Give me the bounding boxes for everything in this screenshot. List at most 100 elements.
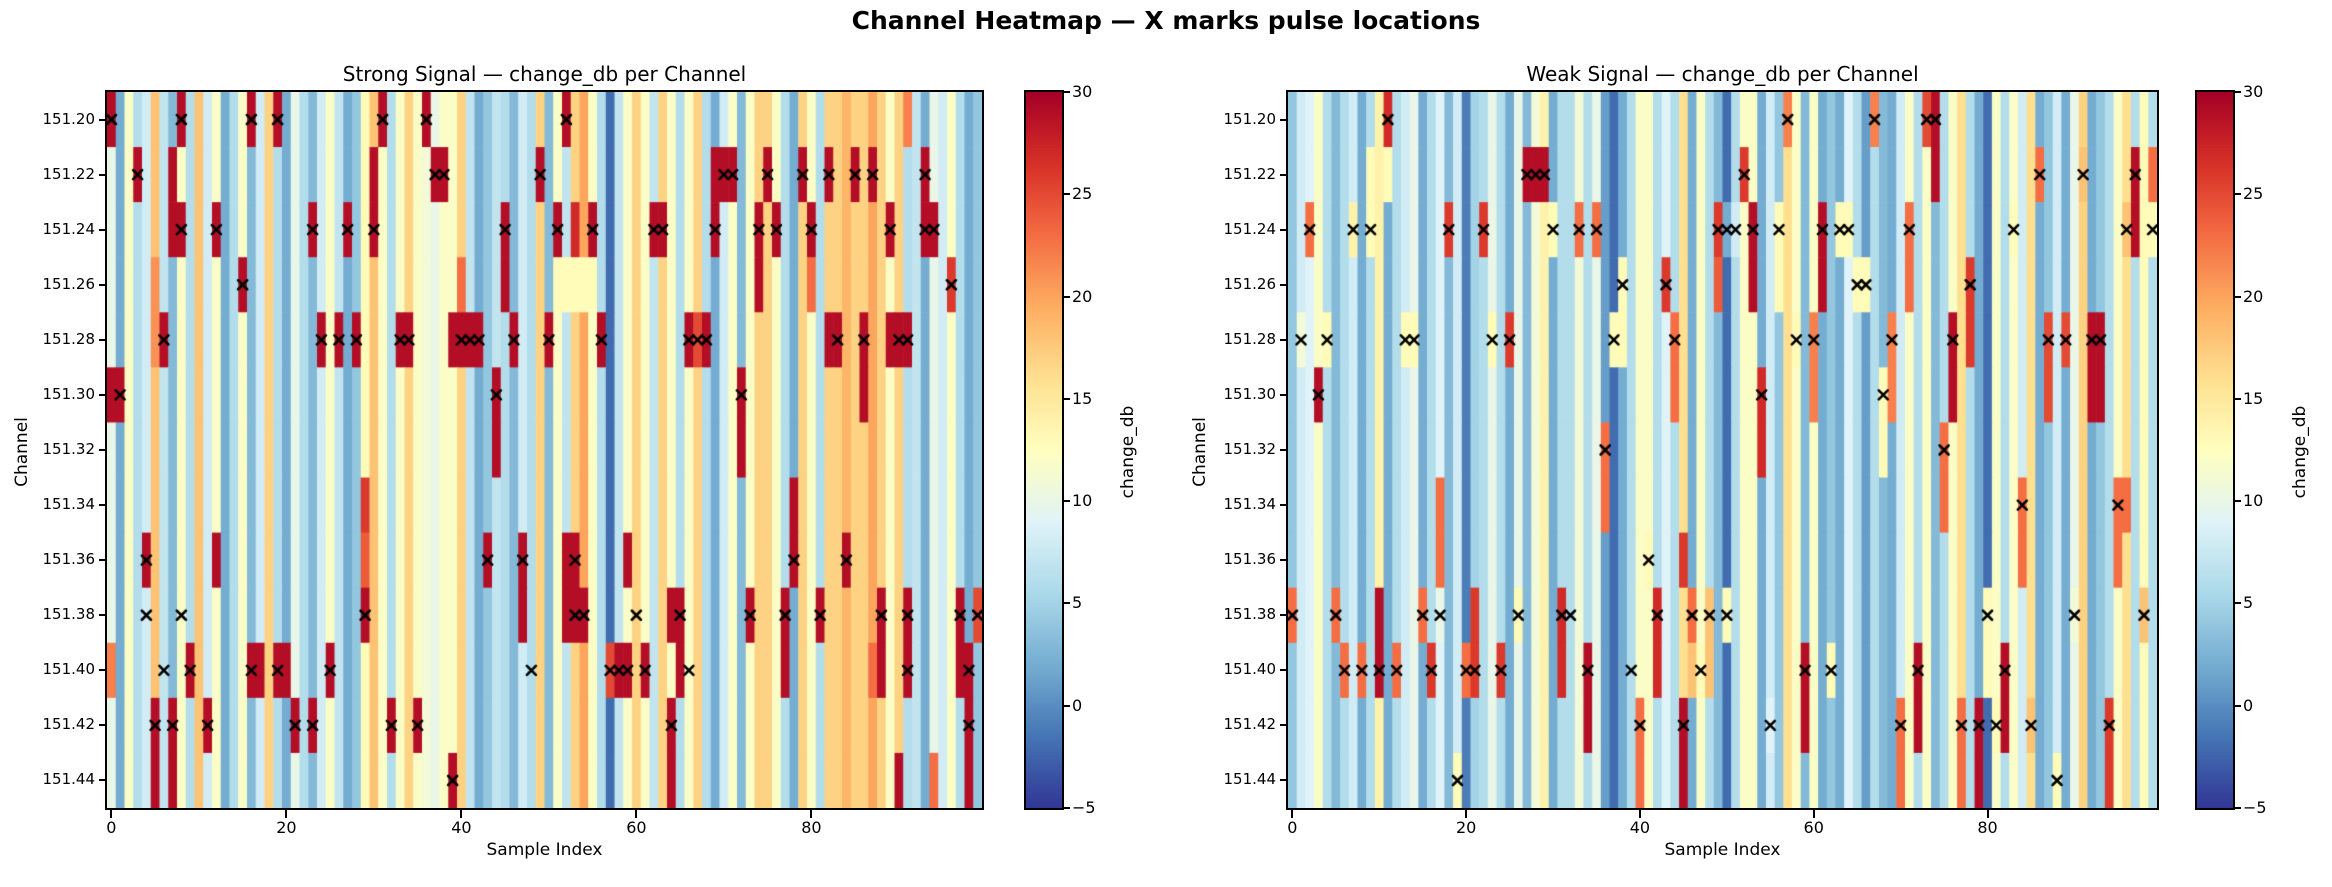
figure-title: Channel Heatmap — X marks pulse location…	[851, 6, 1481, 35]
y-tick-label: 151.40	[42, 660, 96, 679]
colorbar-tick-mark	[1062, 500, 1070, 503]
y-tick-label: 151.36	[1223, 550, 1277, 569]
x-tick-mark	[635, 810, 638, 818]
y-tick-mark	[1280, 283, 1288, 286]
colorbar-tick-label: 10	[1072, 491, 1093, 511]
y-tick-label: 151.36	[42, 550, 96, 569]
y-tick-label: 151.30	[42, 384, 96, 403]
y-tick-label: 151.22	[1223, 164, 1277, 183]
y-tick-mark	[1280, 614, 1288, 617]
colorbar-tick-label: 0	[1072, 695, 1083, 715]
y-tick-mark	[1280, 173, 1288, 176]
colorbar-tick-label: 15	[1072, 388, 1093, 408]
x-tick-label: 80	[801, 818, 822, 837]
x-tick-label: 80	[1977, 818, 1998, 837]
weak-panel-title: Weak Signal — change_db per Channel	[1526, 62, 1919, 86]
y-tick-label: 151.24	[42, 219, 96, 238]
colorbar-tick-label: 25	[1072, 184, 1093, 204]
colorbar-tick-label: −5	[2243, 798, 2267, 817]
colorbar-tick-label: 20	[2243, 286, 2264, 306]
x-tick-label: 0	[106, 818, 117, 837]
y-tick-mark	[99, 779, 107, 782]
colorbar-tick-label: 20	[1072, 286, 1093, 306]
colorbar-tick-mark	[2233, 704, 2241, 707]
colorbar-tick-label: 25	[2243, 184, 2264, 204]
x-tick-mark	[1812, 810, 1815, 818]
y-tick-label: 151.32	[42, 440, 96, 458]
colorbar-tick-mark	[1062, 295, 1070, 298]
y-tick-mark	[1280, 338, 1288, 341]
x-tick-label: 20	[276, 818, 297, 837]
x-tick-mark	[1291, 810, 1294, 818]
colorbar-tick-mark	[2233, 193, 2241, 196]
y-tick-mark	[99, 614, 107, 617]
colorbar-tick-mark	[2233, 807, 2241, 809]
y-tick-label: 151.38	[1223, 605, 1277, 624]
colorbar-tick-label: 30	[1072, 82, 1093, 101]
y-tick-mark	[1280, 393, 1288, 396]
colorbar-tick-mark	[1062, 602, 1070, 605]
y-tick-label: 151.28	[1223, 329, 1277, 348]
y-tick-mark	[99, 173, 107, 176]
y-tick-mark	[99, 283, 107, 286]
x-tick-label: 60	[626, 818, 647, 837]
y-tick-label: 151.44	[42, 770, 96, 789]
x-tick-label: 20	[1455, 818, 1477, 837]
y-tick-mark	[1280, 228, 1288, 231]
y-tick-label: 151.24	[1223, 219, 1277, 238]
y-tick-mark	[1280, 779, 1288, 782]
y-tick-mark	[99, 449, 107, 451]
strong-heatmap-canvas	[105, 90, 984, 810]
x-tick-mark	[1638, 810, 1641, 818]
colorbar-tick-mark	[1062, 704, 1070, 707]
weak-x-axis-label: Sample Index	[1664, 840, 1781, 860]
x-tick-label: 60	[1803, 818, 1824, 837]
y-tick-mark	[1280, 504, 1288, 507]
colorbar-tick-label: 5	[1072, 593, 1083, 613]
x-tick-mark	[1465, 810, 1468, 818]
colorbar-tick-mark	[1062, 807, 1070, 809]
colorbar-tick-mark	[1062, 91, 1070, 93]
y-tick-mark	[1280, 449, 1288, 451]
y-tick-mark	[1280, 669, 1288, 672]
y-tick-label: 151.22	[42, 164, 96, 183]
y-tick-mark	[1280, 559, 1288, 562]
y-tick-mark	[99, 559, 107, 562]
y-tick-label: 151.40	[1223, 660, 1277, 679]
x-tick-mark	[285, 810, 288, 818]
y-tick-mark	[99, 118, 107, 121]
colorbar-tick-mark	[1062, 397, 1070, 400]
strong-colorbar	[1024, 90, 1064, 810]
y-tick-label: 151.34	[42, 495, 96, 514]
x-tick-label: 0	[1287, 818, 1298, 837]
colorbar-tick-label: 15	[2243, 388, 2264, 408]
x-tick-label: 40	[451, 818, 472, 837]
colorbar-tick-label: −5	[1072, 798, 1096, 817]
colorbar-tick-mark	[2233, 91, 2241, 93]
colorbar-tick-mark	[2233, 397, 2241, 400]
y-tick-label: 151.20	[42, 109, 96, 128]
colorbar-tick-mark	[2233, 500, 2241, 503]
y-tick-label: 151.34	[1223, 495, 1277, 514]
y-tick-label: 151.42	[42, 715, 96, 734]
x-tick-mark	[460, 810, 463, 818]
y-tick-label: 151.44	[1223, 770, 1277, 789]
y-tick-mark	[99, 724, 107, 727]
y-tick-label: 151.38	[42, 605, 96, 624]
weak-colorbar	[2195, 90, 2235, 810]
y-tick-label: 151.42	[1223, 715, 1277, 734]
y-tick-mark	[99, 228, 107, 231]
y-tick-label: 151.20	[1223, 109, 1277, 128]
colorbar-tick-mark	[1062, 193, 1070, 196]
weak-colorbar-label: change_db	[2290, 405, 2310, 499]
colorbar-tick-label: 5	[2243, 593, 2254, 613]
y-tick-mark	[99, 669, 107, 672]
colorbar-tick-label: 30	[2243, 82, 2264, 101]
colorbar-tick-label: 0	[2243, 695, 2254, 715]
y-tick-mark	[99, 393, 107, 396]
colorbar-tick-label: 10	[2243, 491, 2264, 511]
x-tick-label: 40	[1629, 818, 1651, 837]
y-tick-label: 151.30	[1223, 384, 1277, 403]
colorbar-tick-mark	[2233, 295, 2241, 298]
